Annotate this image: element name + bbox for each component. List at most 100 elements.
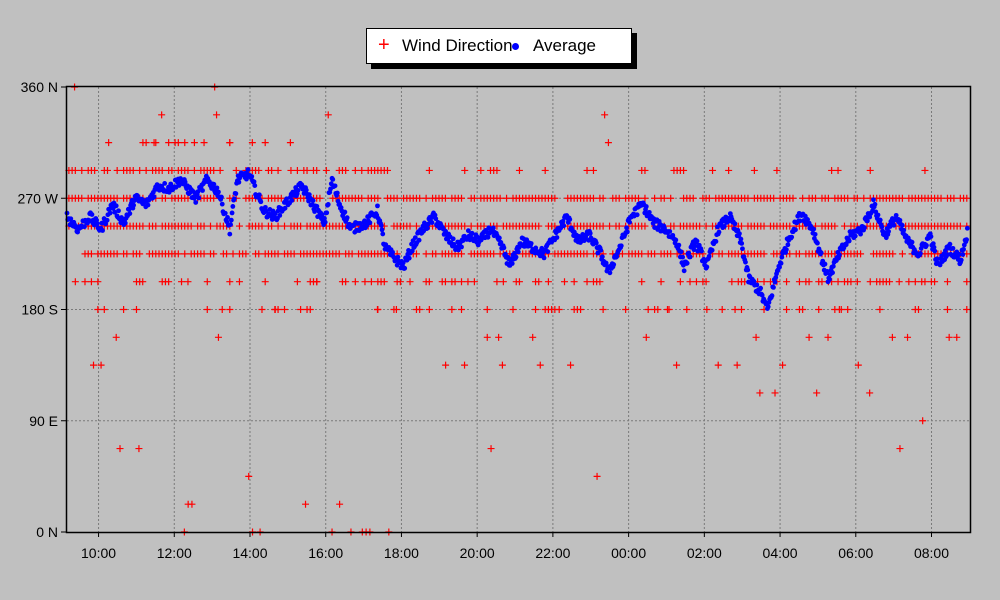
wind-direction-point — [287, 166, 295, 174]
wind-direction-point — [834, 278, 842, 286]
wind-direction-point — [229, 250, 237, 258]
wind-direction-point — [718, 306, 726, 313]
average-point — [263, 208, 269, 214]
wind-direction-point — [904, 333, 912, 341]
wind-direction-point — [799, 194, 807, 202]
wind-direction-point — [261, 139, 269, 147]
average-point — [561, 223, 567, 229]
average-legend-marker — [512, 43, 519, 50]
wind-direction-point — [129, 166, 137, 174]
average-point — [811, 226, 817, 232]
wind-direction-point — [786, 222, 794, 230]
average-point — [797, 218, 803, 224]
average-point — [433, 216, 439, 222]
average-point — [772, 279, 778, 285]
wind-direction-point — [336, 500, 344, 508]
wind-direction-point — [135, 445, 143, 453]
average-point — [416, 237, 422, 243]
x-tick-label: 20:00 — [460, 545, 495, 561]
wind-direction-point — [844, 306, 852, 313]
wind-direction-point — [570, 278, 578, 286]
wind-direction-point — [139, 278, 147, 286]
wind-direction-series — [65, 83, 971, 536]
wind-direction-point — [342, 166, 350, 174]
average-point — [425, 225, 430, 231]
wind-direction-point — [756, 389, 764, 397]
average-point — [680, 254, 686, 260]
wind-direction-point — [483, 306, 491, 313]
wind-direction-point — [223, 250, 231, 258]
x-tick-label: 12:00 — [157, 545, 192, 561]
wind-direction-point — [422, 250, 430, 258]
wind-direction-legend-marker: + — [378, 34, 390, 56]
average-point — [193, 200, 199, 205]
wind-direction-point — [268, 166, 276, 174]
wind-direction-point — [589, 194, 597, 202]
average-point — [598, 247, 604, 253]
average-point — [754, 282, 760, 288]
wind-direction-point — [210, 194, 218, 202]
average-point — [886, 228, 891, 234]
average-point — [824, 269, 830, 274]
wind-direction-point — [277, 194, 285, 202]
average-point — [686, 250, 692, 256]
average-point — [375, 203, 380, 209]
wind-direction-point — [835, 306, 843, 313]
wind-direction-point — [461, 166, 469, 174]
wind-direction-point — [168, 166, 176, 174]
average-point — [214, 185, 220, 191]
wind-direction-point — [670, 222, 678, 230]
wind-direction-point — [303, 166, 311, 174]
average-point — [219, 194, 224, 200]
wind-direction-point — [551, 194, 559, 202]
x-axis-ticks: 10:00 12:00 14:00 16:00 18:00 20:00 22:00 00:00… — [81, 532, 949, 561]
wind-direction-point — [351, 166, 359, 174]
average-point — [465, 228, 471, 234]
average-point — [312, 209, 318, 214]
wind-direction-point — [496, 194, 504, 202]
average-point — [104, 217, 110, 223]
wind-direction-point — [770, 194, 778, 202]
wind-direction-point — [535, 222, 543, 230]
wind-direction-point — [306, 306, 314, 313]
y-tick-label: 90 E — [29, 413, 58, 429]
average-point — [528, 241, 534, 246]
wind-direction-point — [226, 139, 234, 147]
wind-direction-point — [818, 278, 826, 286]
wind-direction-point — [181, 250, 189, 258]
average-point — [928, 234, 934, 239]
average-point — [402, 265, 408, 271]
wind-direction-point — [286, 139, 294, 147]
wind-direction-point — [113, 166, 121, 174]
wind-direction-point — [184, 166, 192, 174]
average-point — [667, 229, 673, 234]
average-point — [195, 189, 201, 195]
wind-direction-point — [203, 278, 211, 286]
average-series — [64, 167, 970, 311]
average-point — [272, 211, 278, 217]
wind-direction-point — [860, 194, 868, 202]
average-point — [909, 239, 915, 245]
wind-direction-point — [551, 222, 559, 230]
wind-direction-point — [921, 278, 929, 286]
wind-direction-point — [495, 333, 503, 341]
wind-direction-point — [158, 166, 166, 174]
average-point — [322, 216, 327, 221]
wind-direction-point — [896, 445, 904, 453]
wind-direction-point — [94, 278, 102, 286]
average-point — [94, 221, 100, 226]
wind-direction-point — [866, 389, 874, 397]
average-point — [251, 179, 257, 185]
wind-direction-point — [461, 222, 469, 230]
wind-direction-point — [142, 166, 150, 174]
wind-direction-point — [152, 222, 160, 230]
average-point — [931, 244, 937, 250]
average-point — [611, 262, 617, 267]
average-point — [618, 243, 624, 249]
wind-direction-point — [866, 166, 874, 174]
average-point — [490, 225, 496, 231]
wind-direction-point — [676, 278, 684, 286]
wind-direction-point — [773, 166, 781, 174]
wind-direction-point — [651, 194, 659, 202]
